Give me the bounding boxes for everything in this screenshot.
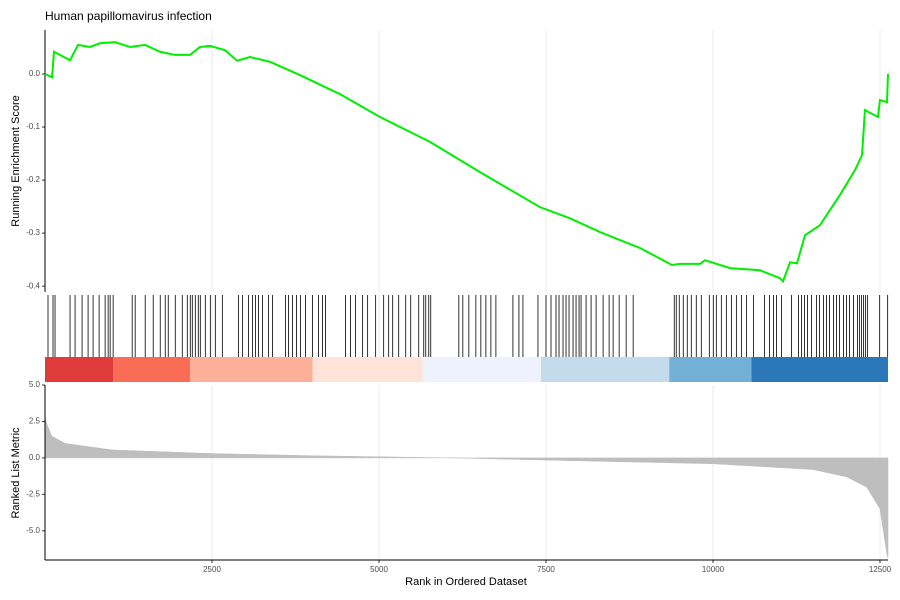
rank-band	[669, 357, 752, 382]
y-tick-label: 5.0	[29, 380, 41, 389]
x-tick-label: 5000	[370, 565, 388, 574]
y-tick-label: -0.1	[26, 122, 40, 131]
x-tick-label: 7500	[537, 565, 555, 574]
es-line	[44, 41, 889, 284]
metric-area	[44, 417, 889, 559]
x-axis-label: Rank in Ordered Dataset	[405, 576, 527, 588]
rank-band	[422, 357, 541, 382]
x-tick-label: 10000	[702, 565, 725, 574]
y-tick-label: 0.0	[29, 453, 41, 462]
rank-band	[540, 357, 670, 382]
rank-band	[312, 357, 423, 382]
x-tick-label: 12500	[869, 565, 892, 574]
y-axis-label: Ranked List Metric	[10, 427, 22, 519]
rank-band	[190, 357, 313, 382]
y-tick-label: 0.0	[29, 69, 41, 78]
rank-band	[751, 357, 888, 382]
rank-band	[45, 357, 114, 382]
y-tick-label: 2.5	[29, 417, 41, 426]
y-axis-label: Running Enrichment Score	[10, 95, 22, 226]
rank-band	[113, 357, 191, 382]
y-tick-label: -2.5	[26, 489, 40, 498]
chart-title: Human papillomavirus infection	[45, 9, 212, 23]
x-tick-label: 2500	[203, 565, 221, 574]
y-tick-label: -0.3	[26, 228, 40, 237]
y-tick-label: -0.4	[26, 281, 40, 290]
y-tick-label: -5.0	[26, 526, 40, 535]
y-tick-label: -0.2	[26, 175, 40, 184]
